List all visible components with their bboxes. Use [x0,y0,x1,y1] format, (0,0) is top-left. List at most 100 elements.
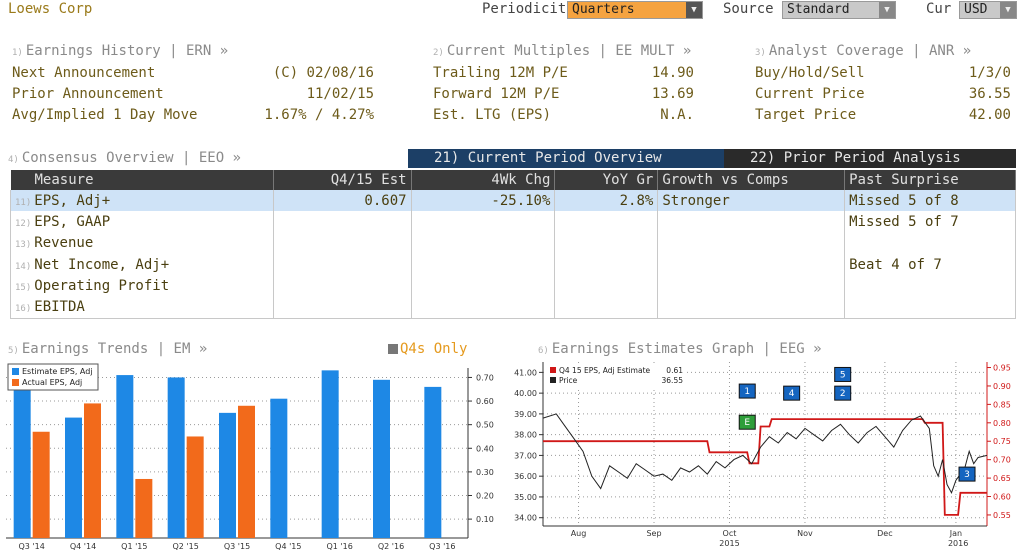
table-row[interactable]: 15) Operating Profit [10,275,1016,297]
current-multiples-link[interactable]: 2) Current Multiples | EE MULT » [433,43,692,59]
analyst-coverage-link[interactable]: 3) Analyst Coverage | ANR » [755,43,972,59]
trailing-pe-label: Trailing 12M P/E [433,65,568,81]
q4s-only-toggle[interactable]: Q4s Only [388,341,467,357]
chart-legend: Estimate EPS, Adj Actual EPS, Adj [7,363,99,391]
earnings-history-link[interactable]: 1) Earnings History | ERN » [12,43,229,59]
left-tick-label: 35.00 [514,493,537,502]
table-row[interactable]: 12) EPS, GAAP Missed 5 of 7 [10,211,1016,233]
left-tick-label: 40.00 [514,389,537,398]
ltg-value: N.A. [660,107,694,123]
legend-label: Actual EPS, Adj [22,378,82,387]
earnings-trends-chart: 0.10 0.20 0.30 0.40 0.50 0.60 0.70 Q3 '14 Q4 '14… [6,363,494,551]
right-tick-label: 0.70 [993,456,1011,465]
legend-value: 0.61 [666,366,683,375]
col-measure[interactable]: Measure [10,170,274,190]
table-row[interactable]: 13) Revenue [10,232,1016,255]
estimate-bar [116,375,134,538]
event-marker: 1 [738,383,756,399]
yoy-gr-cell [554,254,659,276]
left-tick-label: 38.00 [514,431,537,440]
col-estimate[interactable]: Q4/15 Est [273,170,412,190]
measure-cell: 15) Operating Profit [10,275,274,297]
right-tick-label: 0.75 [993,437,1011,446]
col-4wk-chg[interactable]: 4Wk Chg [411,170,556,190]
event-marker: 5 [834,366,852,382]
estimate-cell: 0.607 [273,190,412,212]
col-past-surprise[interactable]: Past Surprise [844,170,1016,190]
legend-swatch [550,367,556,373]
4wk-chg-cell-text: -25.10% [491,192,551,209]
past-surprise-cell: Beat 4 of 7 [844,254,1016,276]
table-row[interactable]: 16) EBITDA [10,296,1016,319]
event-marker: 4 [783,385,801,401]
growth-vs-comps-cell: Stronger [657,190,846,212]
x-tick-label: Aug [571,529,587,538]
buy-hold-sell-label: Buy/Hold/Sell [755,65,865,81]
current-multiples-section: 2) Current Multiples | EE MULT » [433,43,691,59]
company-name: Loews Corp [8,1,93,17]
x-tick-label: Nov [797,529,813,538]
growth-vs-comps-cell [657,254,846,276]
x-year-label: 2015 [719,539,739,548]
yoy-gr-cell [554,296,659,319]
price-line [542,413,988,495]
earnings-trends-link[interactable]: 5) Earnings Trends | EM » [8,341,208,357]
chevron-down-icon: ▼ [1000,2,1016,18]
estimate-bar [219,412,236,538]
next-announcement-value: (C) 02/08/16 [272,65,374,81]
earnings-estimates-chart: 34.00 35.00 36.00 37.00 38.00 39.00 40.00 41.00… [514,362,1011,548]
estimate-line [543,418,987,516]
x-tick-label: Q3 '15 [224,542,250,551]
measure-cell-text: EBITDA [34,299,85,316]
x-tick-label: Q2 '15 [173,542,199,551]
past-surprise-cell [844,232,1016,255]
yoy-gr-cell [554,232,659,255]
col-growth-vs-comps[interactable]: Growth vs Comps [657,170,846,190]
target-price-value: 42.00 [968,107,1011,123]
y-tick-label: 0.60 [476,397,494,406]
past-surprise-cell-text: Beat 4 of 7 [849,256,942,273]
left-tick-label: 39.00 [514,410,537,419]
measure-cell: 11) EPS, Adj+ [10,190,274,212]
measure-cell-text: Revenue [34,235,94,252]
earnings-history-section: 1) Earnings History | ERN » [12,43,228,59]
estimate-cell [273,296,412,319]
tab-prior-period[interactable]: 22) Prior Period Analysis (Q3/15) [724,149,1016,185]
4wk-chg-cell [411,232,556,255]
marker-box [783,385,801,401]
periodicity-label: Periodicity [482,1,575,17]
currency-select[interactable]: USD ▼ [959,1,1017,19]
x-tick-label: Q2 '16 [378,542,404,551]
actual-bar [84,403,101,538]
col-yoy-gr[interactable]: YoY Gr [554,170,659,190]
x-tick-label: Q3 '14 [19,542,45,551]
x-tick-label: Q4 '15 [275,542,301,551]
marker-box [958,466,976,482]
row-number: 12) [15,219,32,230]
estimates-graph-link[interactable]: 6) Earnings Estimates Graph | EEG » [538,341,822,357]
table-row[interactable]: 14) Net Income, Adj+ Beat 4 of 7 [10,254,1016,276]
periodicity-select[interactable]: Quarters ▼ [567,1,703,19]
avg-move-label: Avg/Implied 1 Day Move [12,107,198,123]
x-tick-label: Q1 '15 [121,542,147,551]
current-price-value: 36.55 [968,86,1011,102]
4wk-chg-cell [411,254,556,276]
measure-cell-text: Operating Profit [34,278,170,295]
source-select[interactable]: Standard ▼ [782,1,896,19]
actual-bar [135,478,153,538]
yoy-gr-cell [554,211,659,233]
y-tick-label: 0.20 [476,492,494,501]
marker-label: 3 [964,470,970,480]
consensus-overview-link[interactable]: 4) Consensus Overview | EEO » [8,150,241,166]
past-surprise-cell-text: Missed 5 of 7 [849,214,959,231]
tab-current-period[interactable]: 21) Current Period Overview (Q4/15) [408,149,724,185]
actual-bar [186,436,204,538]
left-tick-label: 34.00 [514,514,537,523]
legend-label: Q4 15 EPS, Adj Estimate [559,366,651,375]
estimate-cell-text: 0.607 [364,192,407,209]
measure-cell: 14) Net Income, Adj+ [10,254,274,276]
q4s-only-label: Q4s Only [400,341,468,357]
x-tick-label: Q1 '16 [327,542,353,551]
avg-move-value: 1.67% / 4.27% [264,107,374,123]
table-row[interactable]: 11) EPS, Adj+ 0.607 -25.10% 2.8% Stronger Miss… [10,190,1016,212]
